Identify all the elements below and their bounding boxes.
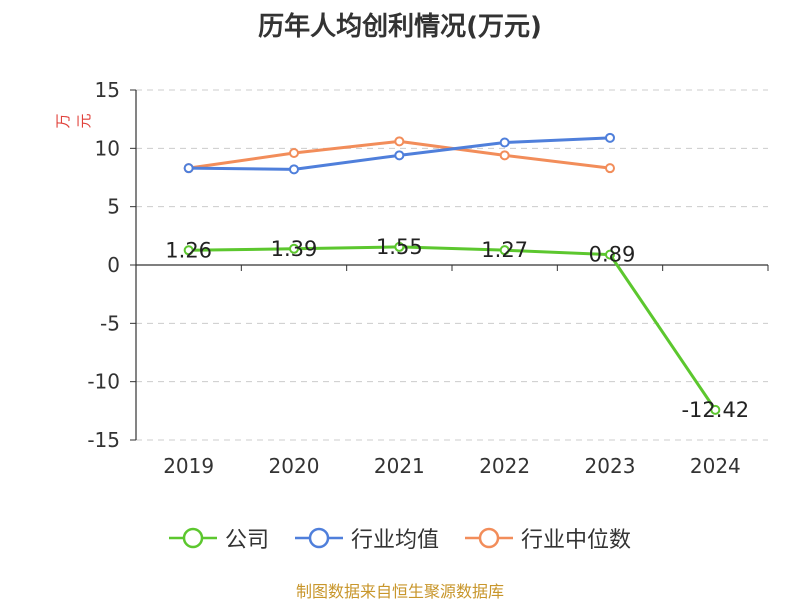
y-tick-label: 15 [95,78,120,102]
y-tick-label: 10 [95,136,120,160]
data-point [499,137,510,148]
data-point [710,404,721,415]
legend-item[interactable]: 行业均值 [294,522,439,554]
axes: 15 10 5 0 -5 -10 -15 2019 2020 2021 2022 2023 2024 [87,78,769,478]
legend-swatch-icon [465,527,513,549]
legend-label: 行业中位数 [521,528,632,553]
legend-item[interactable]: 公司 [168,522,269,554]
y-tick-label: -10 [87,370,120,394]
y-tick-label: -15 [87,428,120,452]
x-tick-label: 2024 [690,454,741,478]
chart-title: 历年人均创利情况(万元) [258,12,542,42]
data-point [605,132,615,143]
line-chart: 15 10 5 0 -5 -10 -15 2019 2020 2021 2022 2023 2024 1… [87,78,769,478]
data-point [183,163,194,174]
data-point [499,245,510,256]
legend-swatch-icon [168,527,217,549]
x-tick-label: 2019 [163,454,214,478]
data-point [605,249,615,260]
data-point [183,245,194,256]
legend-swatch-icon [294,527,343,549]
x-tick-label: 2021 [374,454,425,478]
data-point [289,148,299,158]
data-point [394,136,405,147]
data-labels: 1.26 1.39 1.55 1.27 0.89 -12.42 [165,235,749,422]
legend-item[interactable]: 行业中位数 [465,522,631,554]
legend-label: 行业均值 [350,528,439,553]
y-tick-label: 5 [107,195,120,219]
data-label: 1.27 [481,238,528,262]
y-tick-label: 0 [107,253,120,277]
data-label: 1.39 [271,237,318,261]
data-point [394,150,405,161]
series-line [188,245,717,411]
data-point [499,150,510,161]
series-lines [183,132,721,415]
legend-label: 公司 [224,528,269,553]
x-tick-label: 2020 [269,454,320,478]
source-note: 制图数据来自恒生聚源数据库 [295,582,504,601]
x-tick-label: 2022 [479,454,530,478]
data-label: 1.55 [376,235,423,259]
data-point [289,164,299,175]
legend: 公司 行业均值 行业中位数 [0,520,800,556]
data-label: 0.89 [589,243,636,267]
data-label: -12.42 [681,398,749,422]
data-point [605,163,615,174]
data-point [394,241,405,252]
data-point [289,243,299,254]
y-tick-label: -5 [100,311,120,335]
data-label: 1.26 [165,238,212,262]
x-tick-label: 2023 [585,454,636,478]
